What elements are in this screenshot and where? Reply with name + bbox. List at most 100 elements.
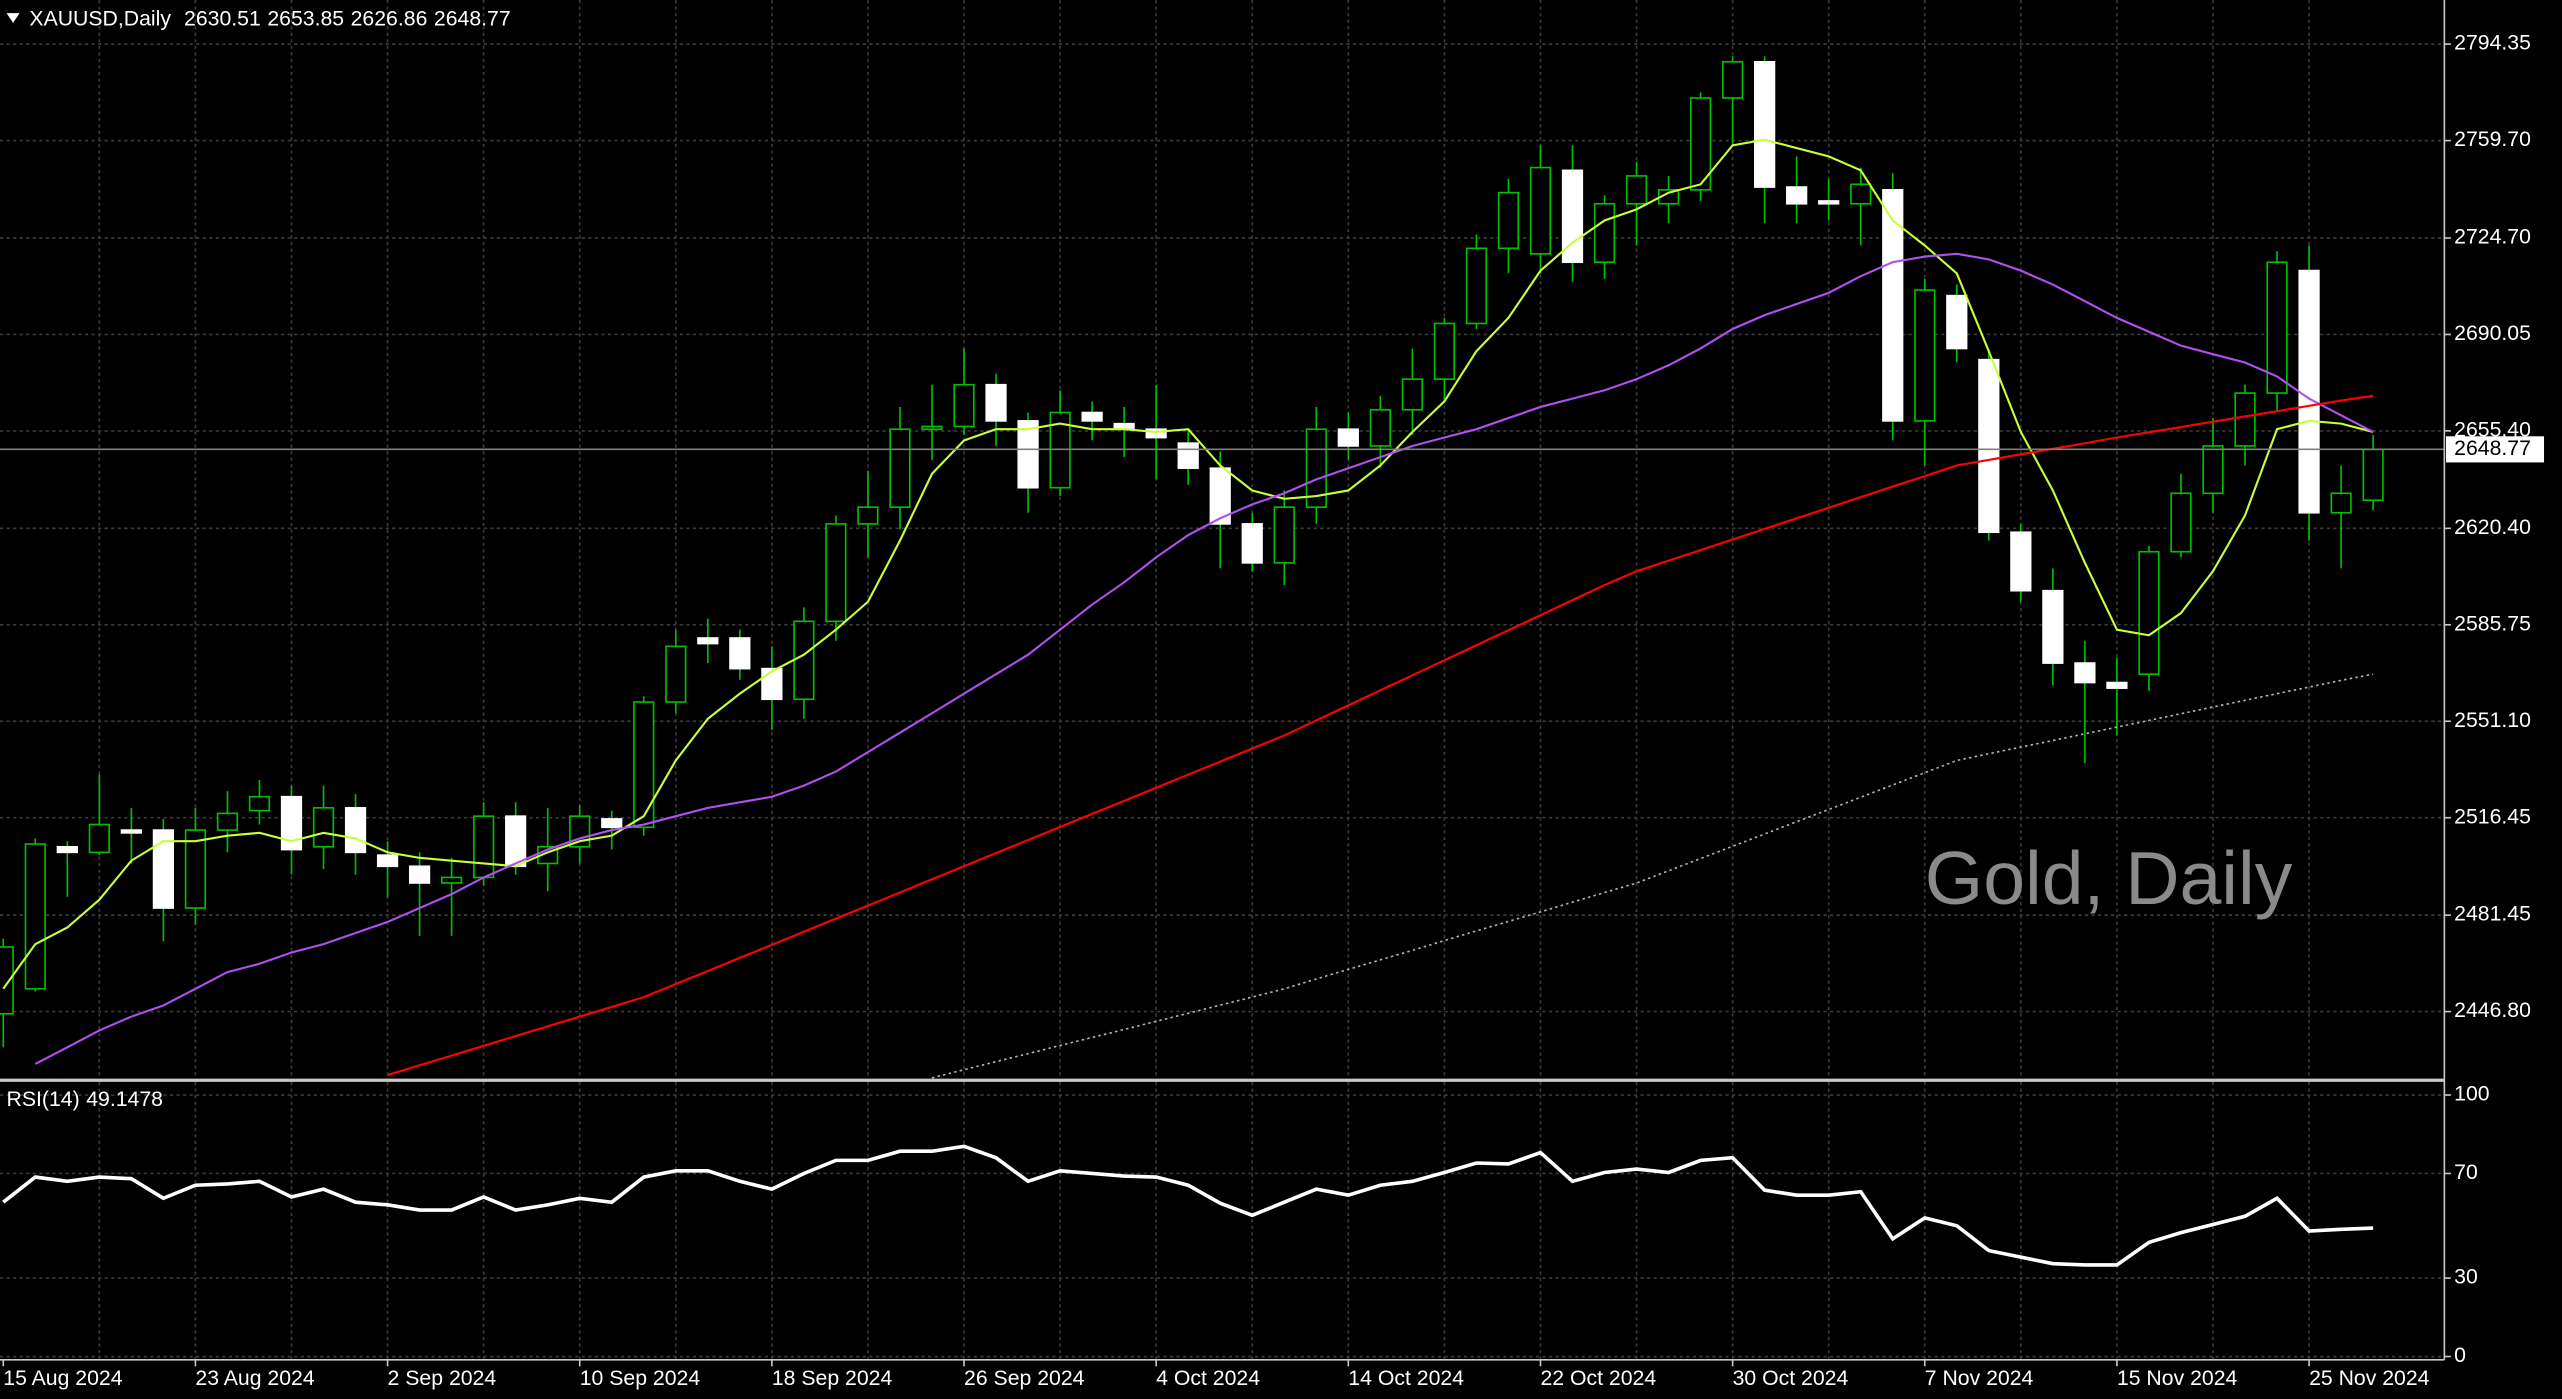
candle-body-up xyxy=(1593,202,1616,264)
x-tick-label: 30 Oct 2024 xyxy=(1733,1366,1849,1390)
y-tick-label: 2759.70 xyxy=(2454,127,2531,151)
chart-header: XAUUSD,Daily 2630.51 2653.85 2626.86 2648.77 xyxy=(29,6,510,30)
candle-body-down xyxy=(761,667,783,701)
x-tick-label: 26 Sep 2024 xyxy=(964,1366,1085,1390)
candle-body-up xyxy=(1529,166,1552,255)
candle-body-down xyxy=(1017,420,1039,489)
candle-body-down xyxy=(1818,200,1840,205)
candle-body-up xyxy=(633,701,655,829)
candle-body-up xyxy=(1497,191,1520,250)
x-tick-label: 4 Oct 2024 xyxy=(1156,1366,1260,1390)
rsi-current: 49.1478 xyxy=(86,1087,163,1111)
x-tick-label: 23 Aug 2024 xyxy=(195,1366,314,1390)
candle-body-up xyxy=(665,645,687,703)
x-tick-label: 25 Nov 2024 xyxy=(2309,1366,2430,1390)
candle-body-down xyxy=(56,845,78,854)
candle-body-up xyxy=(953,383,975,428)
menu-arrow[interactable] xyxy=(6,13,20,23)
x-tick-label: 22 Oct 2024 xyxy=(1540,1366,1656,1390)
candle-body-up xyxy=(24,843,46,990)
candle-body-up xyxy=(1369,408,1391,447)
candle-body-down xyxy=(1241,523,1263,564)
candle-body-down xyxy=(408,865,431,884)
candle-body-up xyxy=(825,523,847,623)
candle-body-down xyxy=(1145,428,1167,439)
current-price-label: 2648.77 xyxy=(2454,436,2531,460)
candle-body-down xyxy=(344,807,367,854)
symbol: XAUUSD,Daily xyxy=(29,6,171,30)
candle-body-up xyxy=(248,795,271,812)
y-tick-label: 2690.05 xyxy=(2454,321,2531,345)
candle-body-up xyxy=(216,812,239,831)
x-tick-label: 15 Nov 2024 xyxy=(2117,1366,2238,1390)
candle-body-up xyxy=(1721,60,1744,99)
rsi-line xyxy=(2,1144,2374,1267)
candle-body-up xyxy=(184,829,207,909)
candle-body-up xyxy=(2138,550,2160,676)
candle-body-up xyxy=(857,506,879,525)
candle-body-down xyxy=(2042,589,2064,664)
candle-body-up xyxy=(2362,448,2384,502)
candle-body-down xyxy=(601,818,623,829)
y-tick-label: 2516.45 xyxy=(2454,804,2531,828)
y-tick-label: 2481.45 xyxy=(2454,902,2531,926)
x-tick-label: 14 Oct 2024 xyxy=(1348,1366,1464,1390)
x-tick-label: 7 Nov 2024 xyxy=(1925,1366,2034,1390)
current-price-box xyxy=(2445,436,2545,463)
close: 2648.77 xyxy=(434,6,511,30)
candle-body-up xyxy=(1625,175,1648,205)
candle-body-down xyxy=(1754,60,1776,188)
candle-body-down xyxy=(1882,189,1904,422)
candle-body-up xyxy=(1689,97,1712,191)
candle-body-down xyxy=(1786,186,1808,205)
candle-body-down xyxy=(2106,681,2128,689)
candle-body-up xyxy=(473,815,495,879)
candle-body-up xyxy=(1273,506,1295,564)
x-tick-label: 10 Sep 2024 xyxy=(580,1366,701,1390)
candle-body-down xyxy=(376,854,399,868)
candle-body-up xyxy=(2234,392,2256,447)
candle-body-down xyxy=(280,795,303,851)
candle-body-up xyxy=(793,620,815,701)
candle-body-up xyxy=(312,807,335,848)
candle-body-down xyxy=(729,637,751,670)
candle-body-up xyxy=(2202,445,2224,495)
y-tick-label: 2724.70 xyxy=(2454,225,2531,249)
moving-average xyxy=(931,673,2374,1079)
candle-body-down xyxy=(152,829,175,909)
candle-body-down xyxy=(2298,269,2320,514)
x-tick-label: 15 Aug 2024 xyxy=(3,1366,122,1390)
candle-body-down xyxy=(697,637,719,645)
candle-body-down xyxy=(505,815,527,868)
x-tick-label: 18 Sep 2024 xyxy=(772,1366,893,1390)
candle-body-down xyxy=(2010,531,2032,592)
high: 2653.85 xyxy=(267,6,344,30)
y-tick-label: 2620.40 xyxy=(2454,515,2531,539)
y-tick-label: 0 xyxy=(2454,1343,2466,1367)
candle-body-up xyxy=(921,425,943,431)
candle-body-up xyxy=(1401,378,1423,411)
moving-average xyxy=(2,138,2374,990)
moving-average xyxy=(387,394,2374,1077)
candle-body-up xyxy=(440,876,463,884)
y-tick-label: 70 xyxy=(2454,1160,2478,1184)
candle-body-up xyxy=(2170,492,2192,553)
candle-body-up xyxy=(2330,492,2352,514)
candle-body-up xyxy=(889,428,911,509)
candle-body-down xyxy=(1081,411,1103,422)
candle-body-up xyxy=(1914,289,1936,422)
y-tick-label: 2446.80 xyxy=(2454,998,2531,1022)
rsi-header: RSI(14) 49.1478 xyxy=(7,1087,163,1111)
y-tick-label: 100 xyxy=(2454,1082,2489,1106)
rsi-title: RSI(14) xyxy=(7,1087,80,1111)
low: 2626.86 xyxy=(351,6,428,30)
candle-body-down xyxy=(1978,358,2000,534)
watermark: Gold, Daily xyxy=(1925,836,2293,920)
candle-body-down xyxy=(2074,662,2096,684)
candle-body-up xyxy=(2266,261,2288,394)
candle-body-up xyxy=(88,823,110,854)
moving-average xyxy=(34,252,2374,1065)
candle-body-down xyxy=(1337,428,1359,447)
